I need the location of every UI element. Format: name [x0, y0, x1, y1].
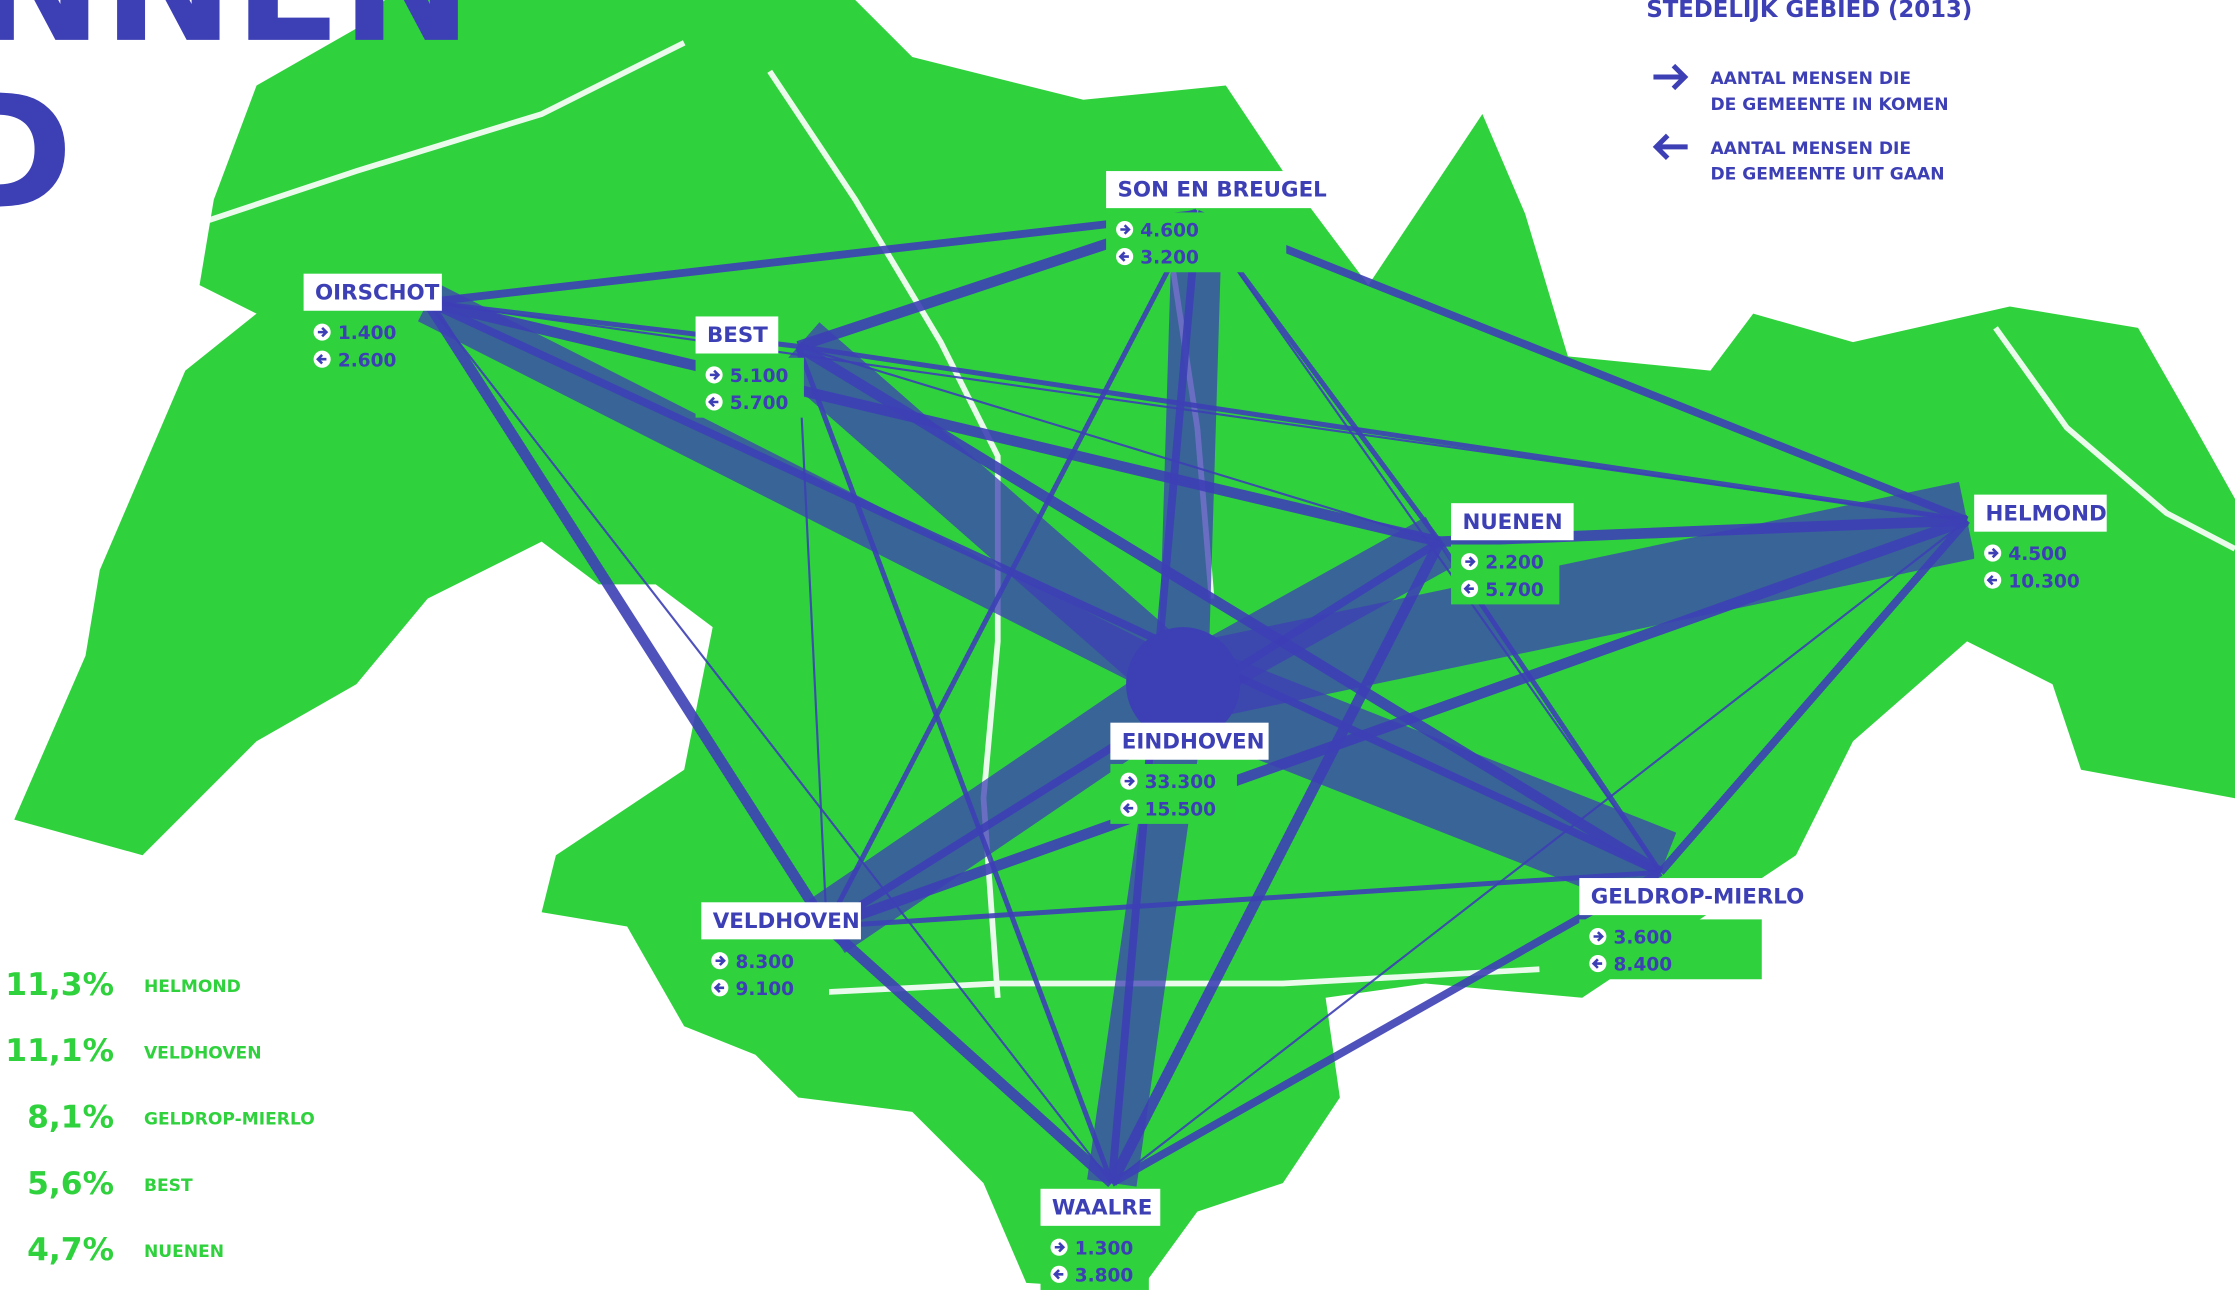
share-pct: 11,3% — [5, 967, 114, 1003]
flow-line — [1175, 481, 1976, 723]
hub — [1126, 627, 1241, 742]
node-in: 2.200 — [1485, 553, 1544, 574]
node-out: 10.300 — [2008, 571, 2079, 592]
title-line: NNEN — [0, 0, 472, 77]
arrow-icon-glyph — [316, 354, 327, 365]
node-label-box — [1974, 494, 2107, 532]
legend-text: AANTAL MENSEN DIE — [1710, 69, 1911, 89]
legend-arrow — [1653, 63, 1689, 91]
node-label-box — [695, 316, 779, 354]
title-line: D — [0, 61, 73, 244]
node-label-box — [303, 273, 442, 311]
flow-line — [1158, 213, 1223, 685]
arrow-icon-glyph — [1591, 958, 1603, 969]
node-in: 3.600 — [1614, 928, 1673, 949]
arrow-icon-glyph — [1593, 931, 1604, 942]
node-out: 3.200 — [1140, 248, 1199, 269]
share-name: HELMOND — [144, 977, 241, 997]
node-label-box — [1451, 503, 1574, 541]
node-in: 33.300 — [1145, 772, 1216, 793]
arrow-icon-glyph — [317, 326, 329, 338]
arrow-icon-glyph — [1052, 1269, 1064, 1280]
arrow-icon-glyph — [1988, 547, 1999, 559]
node-in: 8.300 — [735, 952, 794, 973]
flow-line — [427, 209, 1198, 307]
node-name: GELDROP-MIERLO — [1591, 885, 1805, 910]
share-pct: 4,7% — [27, 1232, 114, 1268]
node-name: VELDHOVEN — [713, 909, 860, 934]
flow-line — [1657, 517, 1970, 875]
node-name: SON EN BREUGEL — [1118, 178, 1328, 203]
flow-line — [423, 299, 832, 930]
share-name: NUENEN — [144, 1242, 224, 1262]
node-in: 5.100 — [730, 366, 789, 387]
flow-line — [795, 345, 1115, 1184]
node-out: 5.700 — [1485, 580, 1544, 601]
flow-line — [1167, 644, 1677, 913]
legend-heading: STEDELIJK GEBIED (2013) — [1646, 0, 1972, 23]
arrow-icon-glyph — [715, 955, 726, 966]
node-in: 4.500 — [2008, 544, 2067, 565]
arrow-icon-glyph — [708, 396, 719, 408]
node-name: WAALRE — [1052, 1195, 1152, 1220]
node-out: 2.600 — [338, 350, 397, 371]
arrow-icon-glyph — [1118, 251, 1129, 262]
node-out: 9.100 — [735, 979, 794, 1000]
flow-line — [797, 346, 828, 927]
share-pct: 11,1% — [5, 1033, 114, 1069]
legend-text: DE GEMEENTE IN KOMEN — [1710, 95, 1948, 115]
arrow-icon-glyph — [1463, 583, 1474, 594]
node-out: 3.800 — [1075, 1265, 1134, 1286]
share-name: GELDROP-MIERLO — [144, 1110, 315, 1130]
node-label-box — [1110, 722, 1269, 760]
node-name: NUENEN — [1462, 510, 1562, 535]
arrow-icon-glyph — [1054, 1242, 1066, 1253]
node-number-box — [1106, 212, 1287, 273]
legend: STEDELIJK GEBIED (2013) AANTAL MENSEN DIE… — [1646, 0, 1972, 185]
legend-arrow — [1652, 133, 1688, 160]
node-label-box — [1106, 171, 1332, 209]
arrow-icon-glyph — [709, 369, 721, 381]
flow-line — [797, 343, 1968, 523]
arrow-icon-glyph — [1122, 803, 1134, 814]
share-list: 11,3% HELMOND 11,1% VELDHOVEN 8,1% GELDROP-MI… — [5, 967, 315, 1268]
arrow-icon-glyph — [1120, 224, 1131, 235]
arrow-icon-glyph — [1465, 556, 1476, 567]
arrow-icon-glyph — [1986, 574, 1997, 586]
flow-line — [426, 296, 1441, 547]
node-number-box — [1579, 919, 1762, 980]
node-label-box — [701, 902, 861, 940]
share-name: VELDHOVEN — [144, 1043, 262, 1063]
node-in: 4.600 — [1140, 221, 1199, 242]
flow-line — [1195, 210, 1969, 524]
node-out: 8.400 — [1614, 955, 1673, 976]
node-name: HELMOND — [1986, 501, 2107, 526]
flow-line — [797, 345, 1440, 543]
node-name: BEST — [707, 323, 768, 348]
flow-line — [826, 869, 1661, 930]
arrow-icon-glyph — [1124, 775, 1135, 787]
arrow-icon-glyph — [713, 982, 725, 993]
node-label-box — [1040, 1188, 1161, 1226]
node-in: 1.300 — [1075, 1238, 1134, 1259]
share-pct: 5,6% — [27, 1166, 114, 1202]
node-out: 15.500 — [1145, 799, 1216, 820]
flow-line — [1109, 868, 1663, 1187]
legend-text: AANTAL MENSEN DIE — [1710, 139, 1911, 159]
node-in: 1.400 — [338, 323, 397, 344]
flow-line — [823, 922, 1116, 1188]
node-name: EINDHOVEN — [1122, 729, 1265, 754]
node-name: OIRSCHOT — [315, 280, 440, 305]
node-label-box — [1579, 878, 1808, 916]
share-pct: 8,1% — [27, 1099, 114, 1135]
title: NNEND — [0, 0, 472, 244]
flow-line — [777, 322, 1205, 709]
share-name: BEST — [144, 1176, 193, 1196]
flow-line — [426, 301, 1113, 1184]
node-out: 5.700 — [730, 393, 789, 414]
node-labels: OIRSCHOT 1.400 2.600 BEST 5.100 5.700 SON EN B… — [303, 171, 2107, 1290]
flow-line — [824, 212, 1200, 928]
legend-text: DE GEMEENTE UIT GAAN — [1710, 165, 1944, 185]
